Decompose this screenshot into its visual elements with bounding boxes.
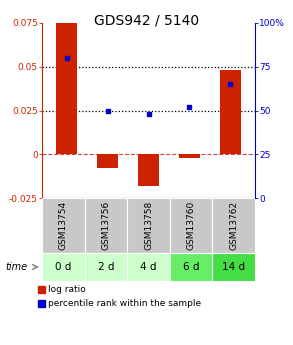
Text: GSM13762: GSM13762	[229, 201, 238, 250]
Bar	[56, 23, 77, 154]
Bar	[42, 253, 85, 281]
Text: percentile rank within the sample: percentile rank within the sample	[48, 299, 201, 308]
Text: GSM13756: GSM13756	[101, 201, 110, 250]
Text: GSM13760: GSM13760	[187, 201, 196, 250]
Text: 0 d: 0 d	[55, 262, 71, 272]
Bar	[127, 198, 170, 253]
Bar	[85, 253, 127, 281]
Bar	[170, 253, 212, 281]
Text: GDS942 / 5140: GDS942 / 5140	[94, 13, 199, 27]
Bar	[220, 70, 241, 154]
Text: 6 d: 6 d	[183, 262, 199, 272]
Text: 2 d: 2 d	[98, 262, 114, 272]
Bar	[85, 198, 127, 253]
Bar	[42, 198, 85, 253]
Bar	[38, 300, 45, 307]
Bar	[212, 253, 255, 281]
Text: GSM13754: GSM13754	[59, 201, 68, 250]
Bar	[212, 198, 255, 253]
Bar	[170, 198, 212, 253]
Text: 4 d: 4 d	[140, 262, 157, 272]
Bar	[38, 286, 45, 293]
Bar	[179, 154, 200, 158]
Bar	[127, 253, 170, 281]
Bar	[97, 154, 118, 168]
Text: log ratio: log ratio	[48, 285, 86, 294]
Text: time: time	[6, 262, 28, 272]
Text: GSM13758: GSM13758	[144, 201, 153, 250]
Text: 14 d: 14 d	[222, 262, 245, 272]
Bar	[138, 154, 159, 186]
